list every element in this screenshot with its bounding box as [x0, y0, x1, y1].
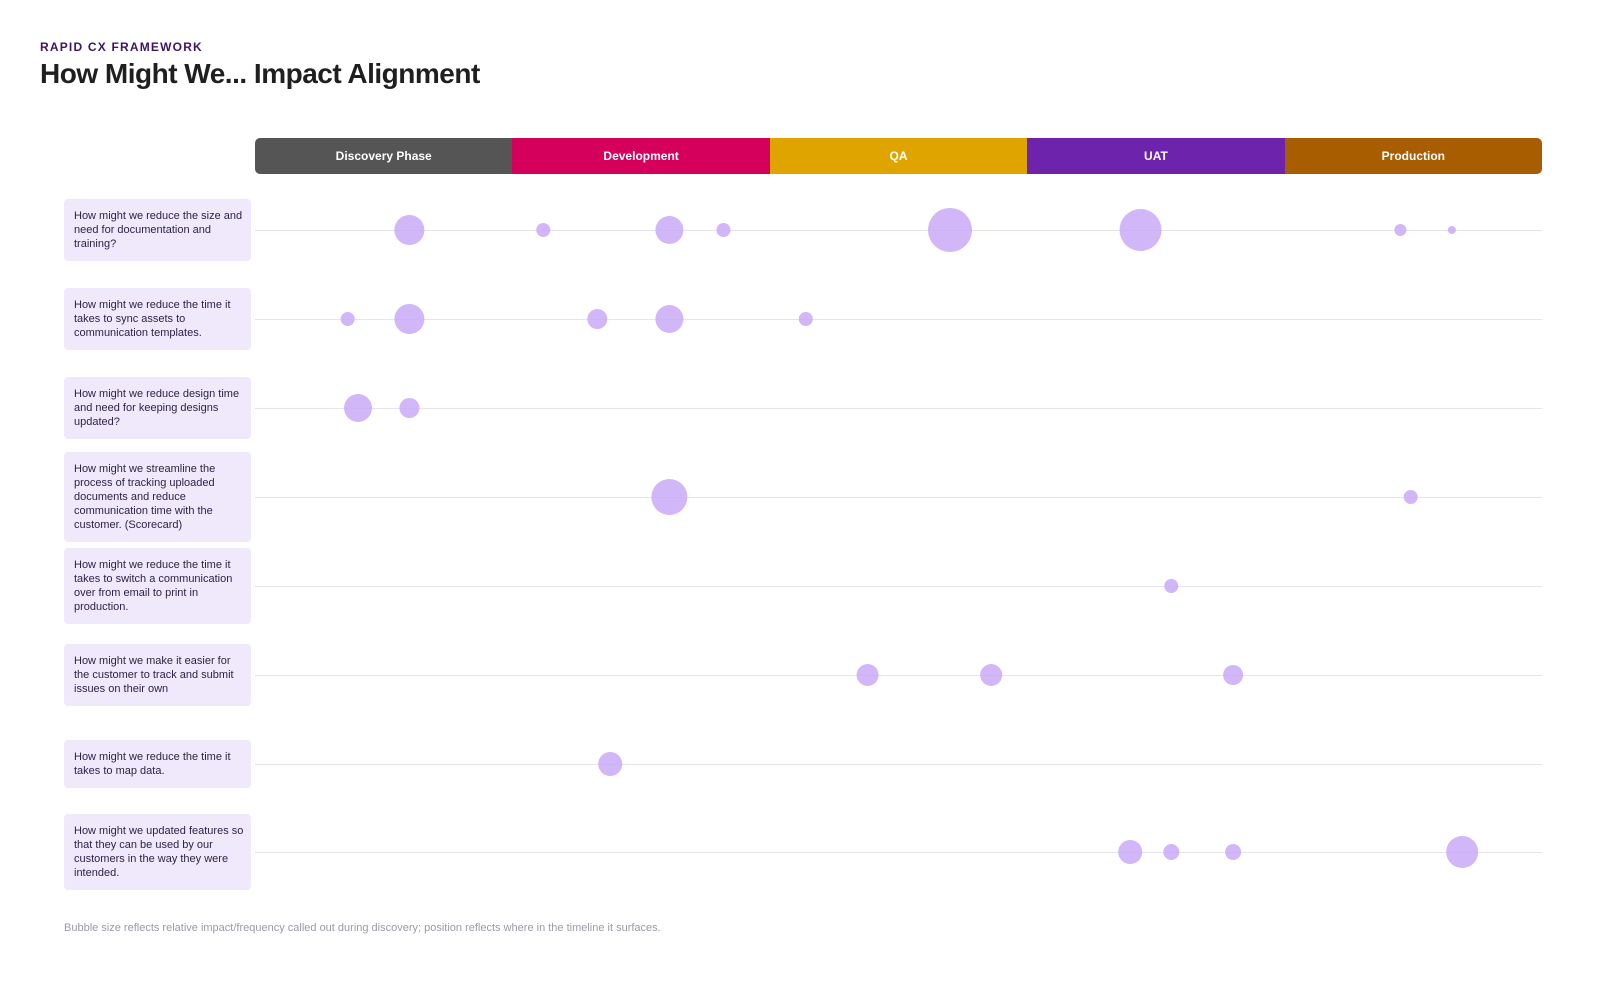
phase-uat: UAT	[1027, 138, 1285, 174]
row-guide-line	[255, 852, 1542, 853]
row-label: How might we make it easier for the cust…	[74, 655, 234, 695]
impact-bubble	[536, 223, 551, 237]
row-label: How might we reduce the time it takes to…	[74, 299, 231, 339]
impact-bubble	[1225, 844, 1242, 860]
phase-qa: QA	[769, 138, 1028, 174]
row-label: How might we reduce design time and need…	[74, 388, 240, 428]
impact-bubble	[856, 664, 879, 686]
impact-bubble	[655, 216, 684, 244]
impact-bubble	[1447, 226, 1456, 234]
phase-development: Development	[512, 138, 770, 174]
impact-bubble	[1119, 209, 1162, 251]
impact-bubble	[1446, 836, 1479, 868]
eyebrow-label: RAPID CX FRAMEWORK	[40, 40, 203, 54]
impact-bubble	[1163, 844, 1180, 860]
impact-bubble	[598, 752, 623, 776]
row-label: How might we reduce the time it takes to…	[74, 559, 233, 613]
page-title: How Might We... Impact Alignment	[40, 58, 480, 89]
impact-bubble	[928, 208, 972, 252]
impact-bubble	[587, 309, 608, 329]
impact-bubble	[1403, 490, 1418, 504]
row-label-box: How might we make it easier for the cust…	[64, 644, 251, 706]
impact-bubble	[980, 664, 1003, 686]
row-label-box: How might we streamline the process of t…	[64, 452, 251, 542]
row-label-box: How might we reduce the time it takes to…	[64, 288, 251, 350]
impact-bubble	[1394, 224, 1407, 236]
impact-bubble	[716, 223, 731, 237]
row-guide-line	[255, 764, 1542, 765]
row-guide-line	[255, 497, 1542, 498]
impact-bubble	[394, 304, 425, 334]
row-guide-line	[255, 319, 1542, 320]
bubble-chart	[340, 208, 1479, 868]
phase-discovery-phase: Discovery Phase	[255, 138, 513, 174]
row-label: How might we updated features so that th…	[74, 825, 244, 879]
impact-bubble	[394, 215, 425, 245]
impact-bubble	[651, 479, 688, 515]
impact-bubble	[344, 394, 372, 422]
impact-bubble	[1164, 579, 1179, 593]
row-guide-line	[255, 230, 1542, 231]
row-label-box: How might we reduce the time it takes to…	[64, 548, 251, 624]
impact-bubble	[655, 305, 684, 333]
row-label: How might we reduce the time it takes to…	[74, 751, 231, 777]
chart-footnote: Bubble size reflects relative impact/fre…	[64, 922, 661, 934]
impact-bubble	[399, 398, 420, 418]
phase-production: Production	[1284, 138, 1542, 174]
impact-bubble	[798, 312, 813, 326]
row-guide-line	[255, 586, 1542, 587]
impact-bubble	[340, 312, 355, 326]
row-label-box: How might we reduce design time and need…	[64, 377, 251, 439]
phase-header-bar: Discovery Phase Development QA UAT Productio…	[255, 138, 1542, 174]
row-label: How might we streamline the process of t…	[74, 463, 216, 531]
row-label-box: How might we reduce the time it takes to…	[64, 740, 251, 788]
row-label: How might we reduce the size and need fo…	[74, 210, 243, 250]
row-guide-line	[255, 675, 1542, 676]
impact-bubble	[1118, 840, 1143, 864]
hmw-rows: How might we reduce the size and need fo…	[64, 199, 1542, 890]
row-guide-line	[255, 408, 1542, 409]
row-label-box: How might we updated features so that th…	[64, 814, 251, 890]
impact-bubble	[1223, 665, 1244, 685]
row-label-box: How might we reduce the size and need fo…	[64, 199, 251, 261]
